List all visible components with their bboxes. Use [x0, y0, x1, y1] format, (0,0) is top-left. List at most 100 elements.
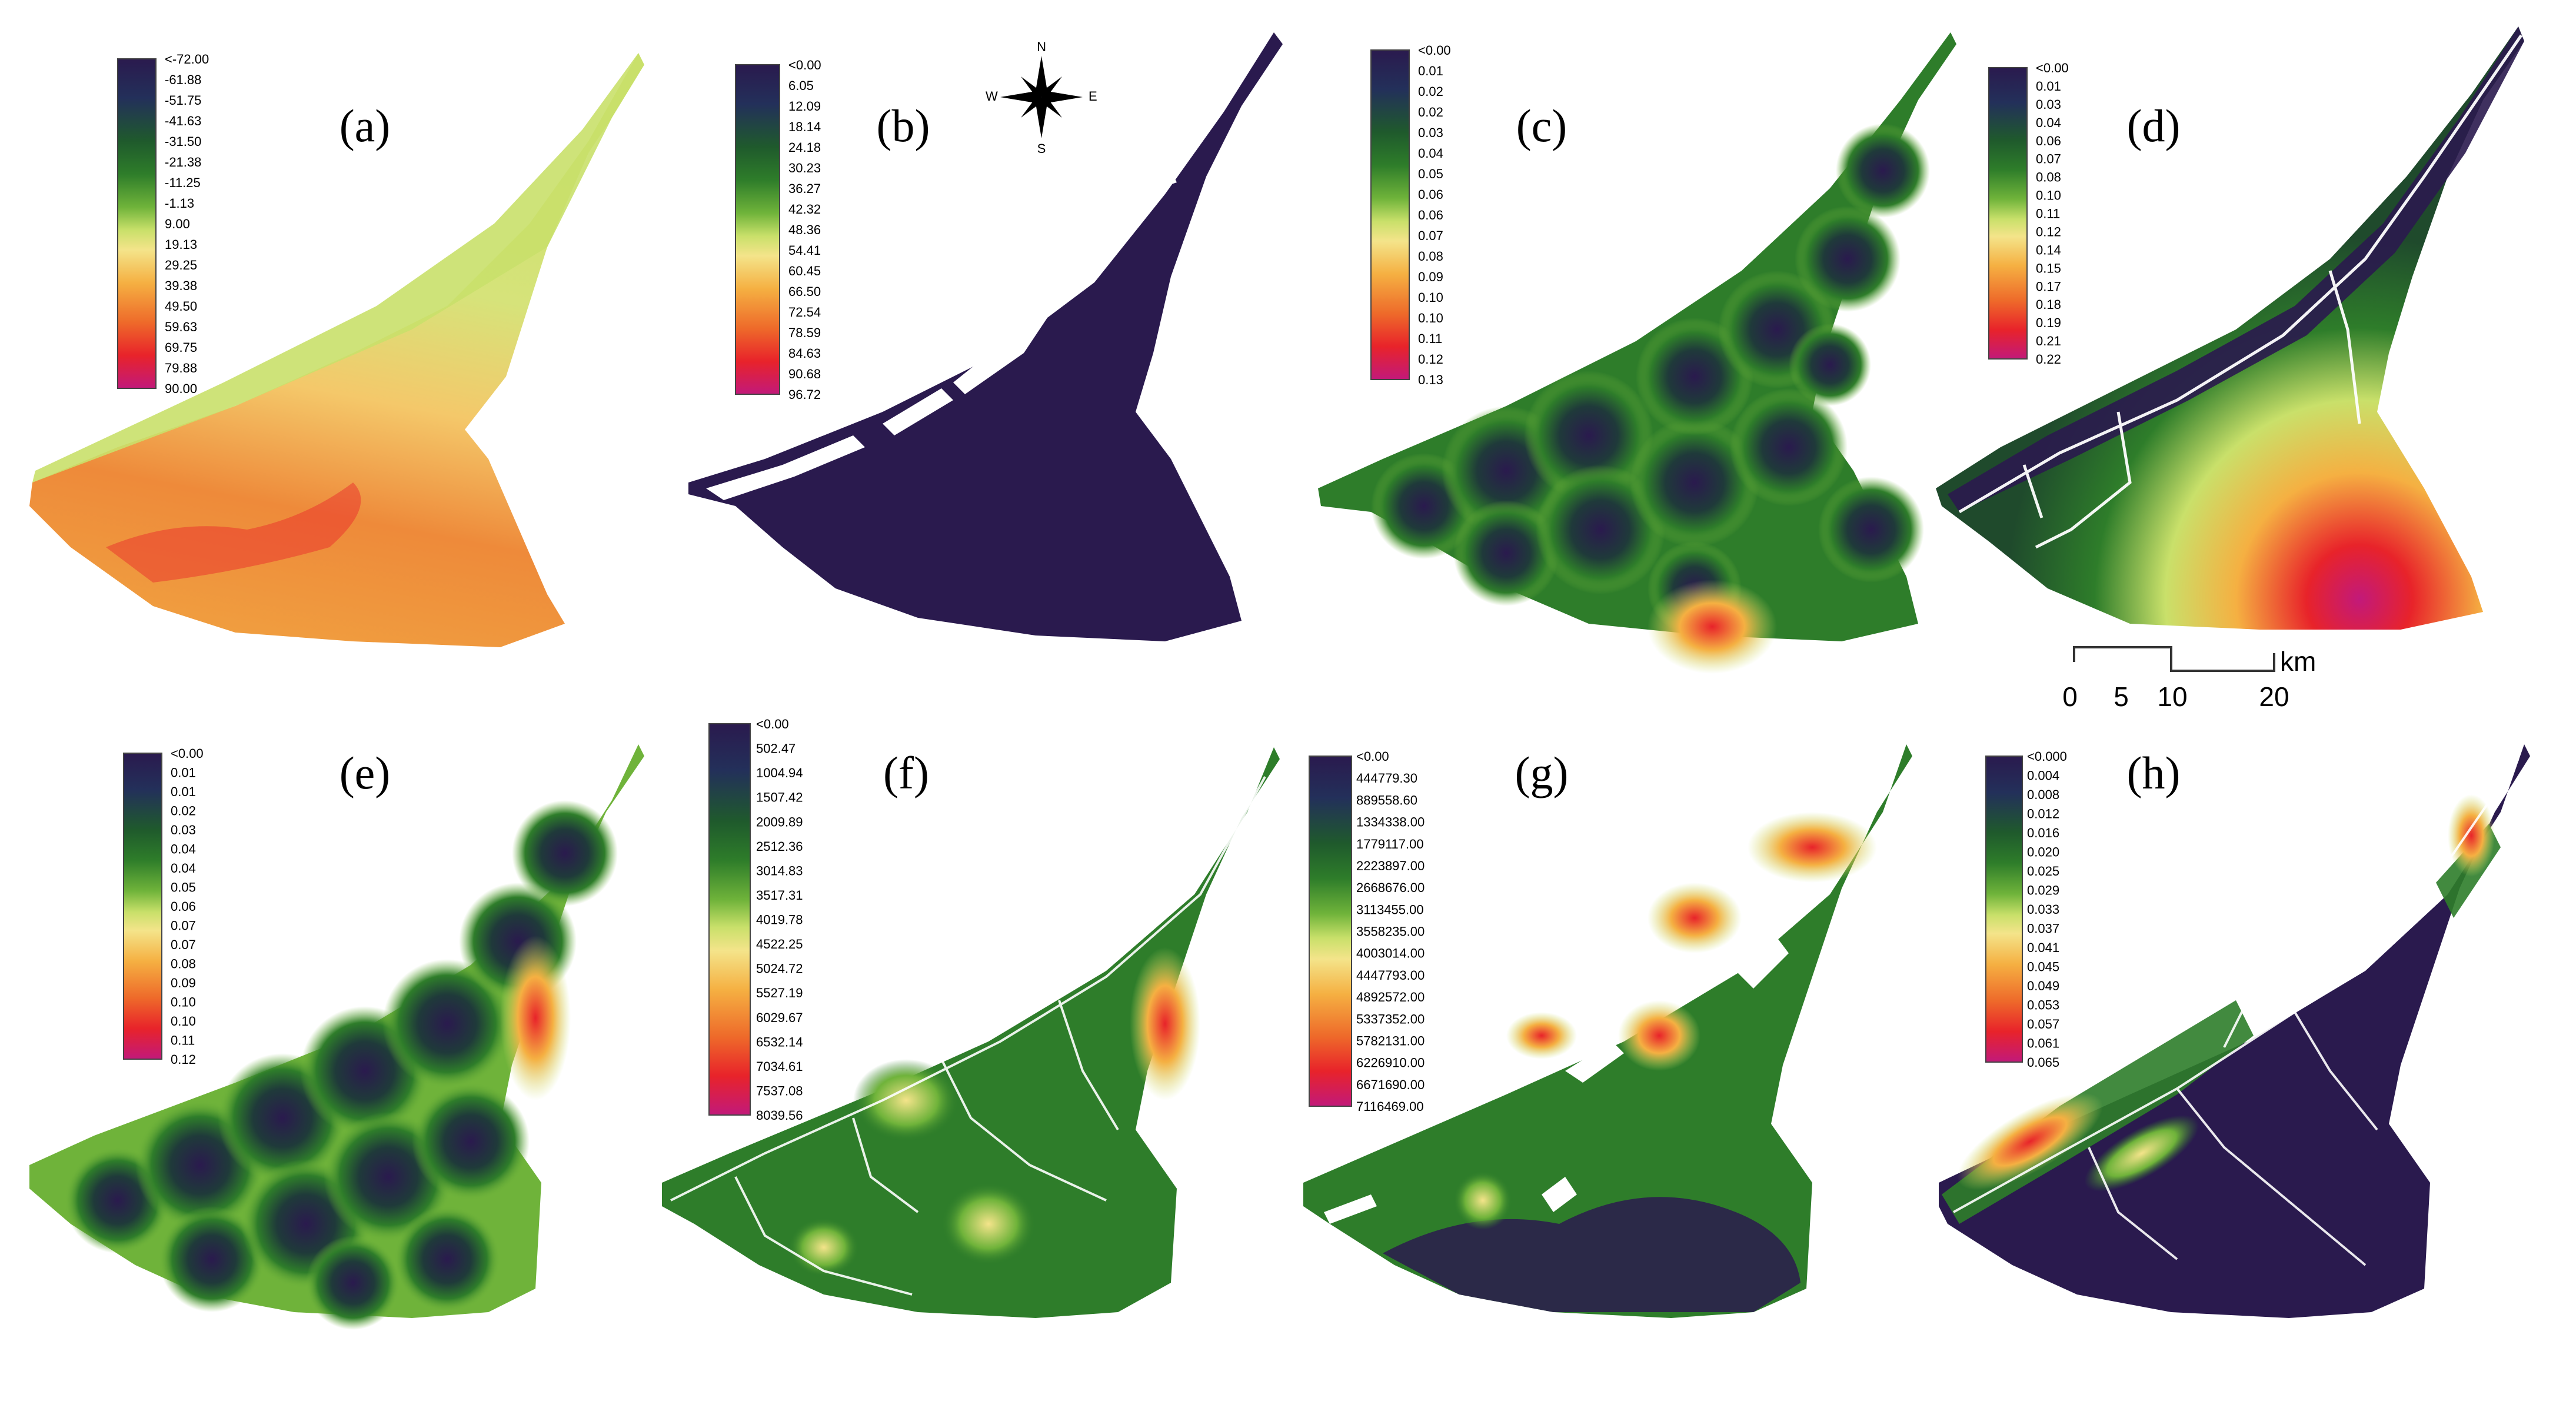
- legend-tick: 0.04: [2036, 115, 2061, 130]
- legend-tick: 39.38: [165, 278, 197, 293]
- legend-tick: 4447793.00: [1356, 968, 1425, 983]
- legend-tick: 0.03: [171, 823, 196, 837]
- legend-tick: <0.00: [756, 717, 789, 731]
- legend-tick: 0.01: [2036, 79, 2061, 94]
- legend-tick: 29.25: [165, 258, 197, 272]
- legend-tick: 0.061: [2027, 1036, 2059, 1051]
- legend-tick: <0.00: [788, 58, 821, 72]
- legend-tick: 0.19: [2036, 315, 2061, 330]
- legend-tick: 4892572.00: [1356, 990, 1425, 1004]
- map-c-hotspot: [1648, 580, 1777, 674]
- map-h-hotspot-3: [2448, 794, 2495, 877]
- panel-label-f: (f): [883, 747, 929, 798]
- map-f-warm-zones: [788, 947, 1200, 1277]
- legend-tick: 0.065: [2027, 1055, 2059, 1070]
- legend-tick: 0.004: [2027, 768, 2059, 783]
- panel-label-d: (d): [2127, 100, 2181, 151]
- legend-tick: 0.008: [2027, 787, 2059, 802]
- legend-tick: 59.63: [165, 320, 197, 334]
- legend-tick: 0.049: [2027, 979, 2059, 993]
- legend-tick: 444779.30: [1356, 771, 1417, 786]
- legend-tick: 12.09: [788, 99, 821, 114]
- map-h-hotspot-1: [1957, 1093, 2103, 1190]
- legend-tick: 0.12: [171, 1052, 196, 1067]
- panel-a: [29, 53, 644, 647]
- legend-tick: 0.10: [2036, 188, 2061, 203]
- legend-colorbar-d: [1988, 67, 2028, 360]
- panel-label-h: (h): [2127, 747, 2181, 798]
- legend-colorbar-b: [735, 64, 780, 395]
- legend-tick: 0.08: [1418, 249, 1443, 264]
- legend-tick: 0.01: [171, 784, 196, 799]
- legend-tick: <0.000: [2027, 749, 2067, 764]
- panel-h: [1939, 744, 2530, 1318]
- legend-tick: -41.63: [165, 114, 201, 128]
- legend-tick: 8039.56: [756, 1108, 803, 1123]
- legend-tick: 0.045: [2027, 960, 2059, 974]
- map-a-region: [29, 53, 644, 647]
- map-h-hotspot-2: [2084, 1115, 2199, 1192]
- legend-tick: 3113455.00: [1356, 902, 1424, 917]
- panel-d: [1936, 26, 2524, 630]
- legend-tick: 0.03: [1418, 125, 1443, 140]
- legend-tick: 3558235.00: [1356, 924, 1425, 939]
- legend-tick: 2512.36: [756, 839, 803, 854]
- legend-tick: 60.45: [788, 264, 821, 278]
- legend-tick: 1779117.00: [1356, 837, 1424, 851]
- legend-b: <0.00 6.05 12.09 18.14 24.18 30.23 36.27 42.32 4…: [735, 58, 930, 402]
- scale-tick-20: 20: [2259, 681, 2289, 712]
- map-d-roads: [1958, 34, 2523, 549]
- legend-tick: 48.36: [788, 222, 821, 237]
- legend-tick: 54.41: [788, 243, 821, 258]
- legend-tick: 0.12: [2036, 224, 2061, 239]
- legend-tick: 7034.61: [756, 1059, 803, 1074]
- legend-g: <0.00 444779.30 889558.60 1334338.00 1779117…: [1309, 747, 1568, 1114]
- legend-colorbar-e: [123, 753, 162, 1060]
- legend-tick: 0.053: [2027, 998, 2059, 1013]
- legend-colorbar-f: [708, 723, 751, 1116]
- legend-a: <-72.00 -61.88 -51.75 -41.63 -31.50 -21.38 -11…: [117, 52, 391, 396]
- legend-tick: 7537.08: [756, 1083, 803, 1098]
- legend-tick: 19.13: [165, 237, 197, 252]
- legend-tick: 0.01: [1418, 64, 1443, 78]
- scale-tick-5: 5: [2114, 681, 2129, 712]
- legend-tick: 5527.19: [756, 986, 803, 1000]
- legend-tick: 0.020: [2027, 845, 2059, 860]
- compass-rose: N S E W: [986, 39, 1097, 156]
- panel-label-b: (b): [877, 100, 930, 151]
- legend-tick: <0.00: [171, 746, 204, 761]
- legend-tick: 0.13: [1418, 372, 1443, 387]
- panel-label-a: (a): [340, 100, 391, 151]
- legend-tick: 0.033: [2027, 902, 2059, 917]
- legend-tick: 0.029: [2027, 883, 2059, 898]
- legend-tick: 6671690.00: [1356, 1077, 1425, 1092]
- legend-tick: 0.14: [2036, 242, 2061, 257]
- legend-h: <0.000 0.004 0.008 0.012 0.016 0.020 0.025 0.02…: [1985, 747, 2181, 1070]
- legend-c: <0.00 0.01 0.02 0.02 0.03 0.04 0.05 0.06 0.06 0.0…: [1370, 43, 1567, 387]
- legend-tick: 0.10: [1418, 311, 1443, 325]
- legend-tick: 0.22: [2036, 352, 2061, 367]
- legend-colorbar-h: [1985, 756, 2023, 1063]
- map-d-region: [1936, 26, 2524, 630]
- legend-tick: 0.21: [2036, 334, 2061, 348]
- legend-tick: 84.63: [788, 346, 821, 361]
- legend-e: <0.00 0.01 0.01 0.02 0.03 0.04 0.04 0.05 0.06 0.0…: [123, 746, 391, 1067]
- map-f-roads: [670, 776, 1266, 1296]
- legend-tick: <0.00: [2036, 61, 2069, 75]
- legend-tick: 0.10: [171, 1014, 196, 1029]
- legend-tick: 49.50: [165, 299, 197, 314]
- legend-tick: -21.38: [165, 155, 201, 169]
- legend-tick: 0.06: [1418, 208, 1443, 222]
- legend-tick: 66.50: [788, 284, 821, 299]
- panel-label-c: (c): [1516, 100, 1567, 151]
- legend-tick: 0.041: [2027, 940, 2059, 955]
- legend-tick: 0.05: [171, 880, 196, 895]
- legend-tick: 6029.67: [756, 1010, 803, 1025]
- legend-tick: <0.00: [1356, 749, 1389, 764]
- legend-tick: 5782131.00: [1356, 1033, 1425, 1048]
- legend-tick: 0.08: [171, 957, 196, 971]
- legend-tick: 5337352.00: [1356, 1011, 1425, 1026]
- legend-tick: 1004.94: [756, 766, 803, 780]
- panel-label-e: (e): [340, 747, 391, 798]
